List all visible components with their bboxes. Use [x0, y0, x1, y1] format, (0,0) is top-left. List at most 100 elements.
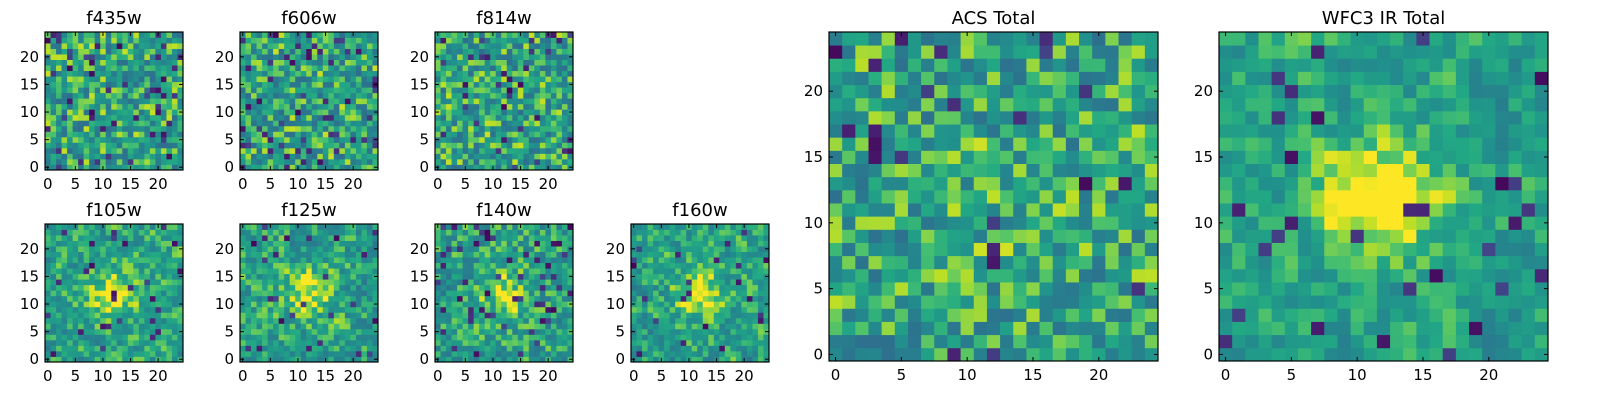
heatmap-cell [171, 32, 178, 38]
heatmap-cell [149, 317, 156, 324]
heatmap-cell [300, 262, 307, 269]
heatmap-cell [713, 328, 720, 335]
heatmap-cell [116, 334, 123, 341]
heatmap-cell [361, 356, 368, 363]
heatmap-cell [144, 54, 151, 60]
heatmap-cell [1065, 268, 1080, 283]
heatmap-cell [366, 334, 373, 341]
heatmap-cell [256, 103, 263, 110]
heatmap-cell [561, 81, 568, 88]
heatmap-cell [506, 125, 513, 132]
heatmap-cell [372, 334, 379, 341]
y-tick-label: 15 [20, 267, 39, 285]
heatmap-cell [295, 257, 302, 264]
heatmap-cell [473, 120, 480, 127]
heatmap-cell [355, 131, 362, 138]
heatmap-cell [484, 125, 491, 132]
heatmap-cell [289, 59, 296, 66]
heatmap-cell [160, 328, 167, 335]
heatmap-cell [284, 323, 291, 330]
heatmap-cell [289, 109, 296, 116]
heatmap-cell [273, 262, 280, 269]
heatmap-cell [328, 229, 335, 236]
heatmap-cell [484, 262, 491, 269]
heatmap-cell [495, 229, 502, 236]
heatmap-cell [355, 339, 362, 346]
heatmap-cell [366, 114, 373, 121]
heatmap-cell [1131, 203, 1146, 217]
heatmap-cell [855, 150, 869, 164]
heatmap-cell [973, 203, 988, 217]
heatmap-cell [56, 164, 62, 171]
heatmap-cell [653, 273, 659, 280]
heatmap-cell [675, 284, 682, 291]
heatmap-cell [691, 328, 698, 335]
heatmap-cell [675, 279, 682, 286]
heatmap-cell [83, 81, 90, 88]
heatmap-cell [973, 347, 988, 362]
heatmap-cell [556, 164, 563, 171]
heatmap-cell [166, 246, 173, 252]
heatmap-cell [735, 301, 742, 308]
heatmap-cell [300, 109, 307, 116]
heatmap-cell [300, 32, 307, 38]
heatmap-cell [322, 76, 329, 83]
heatmap-cell [842, 295, 856, 309]
heatmap-cell [457, 147, 463, 154]
heatmap-cell [842, 308, 856, 322]
heatmap-cell [479, 98, 486, 105]
heatmap-cell [300, 43, 307, 49]
heatmap-cell [1013, 229, 1027, 243]
heatmap-cell [1092, 321, 1106, 336]
heatmap-cell [61, 114, 68, 121]
heatmap-cell [462, 142, 469, 149]
heatmap-cell [462, 350, 469, 357]
heatmap-cell [311, 92, 318, 99]
heatmap-cell [523, 279, 530, 286]
heatmap-cell [155, 334, 162, 341]
heatmap-cell [719, 240, 726, 247]
x-tick-label: 5 [71, 175, 81, 193]
heatmap-cell [528, 317, 535, 324]
heatmap-cell [133, 345, 140, 352]
heatmap-cell [300, 301, 307, 308]
heatmap-cell [83, 334, 90, 341]
heatmap-cell [534, 114, 541, 121]
heatmap-cell [669, 301, 676, 308]
heatmap-cell [67, 229, 73, 236]
heatmap-cell [680, 356, 687, 363]
heatmap-cell [534, 246, 541, 252]
heatmap-cell [435, 295, 441, 302]
heatmap-cell [339, 262, 346, 269]
heatmap-cell [435, 48, 441, 55]
heatmap-cell [273, 224, 280, 230]
heatmap-cell [675, 301, 682, 308]
heatmap-cell [545, 339, 552, 346]
heatmap-cell [289, 48, 296, 55]
heatmap-cell [724, 284, 731, 291]
heatmap-cell [642, 262, 648, 269]
heatmap-cell [284, 268, 291, 275]
heatmap-cell [245, 284, 252, 291]
heatmap-cell [724, 268, 731, 275]
heatmap-cell [512, 43, 519, 49]
heatmap-cell [647, 295, 654, 302]
heatmap-cell [763, 334, 770, 341]
heatmap-cell [462, 87, 469, 94]
heatmap-cell [545, 131, 552, 138]
heatmap-cell [333, 65, 340, 72]
heatmap-cell [479, 312, 486, 319]
heatmap-cell [361, 317, 368, 324]
heatmap-cell [171, 356, 178, 363]
heatmap-cell [144, 290, 151, 297]
heatmap-cell [719, 306, 726, 313]
heatmap-cell [855, 176, 869, 191]
heatmap-cell [757, 350, 764, 357]
heatmap-cell [278, 54, 285, 60]
heatmap-cell [45, 43, 51, 49]
heatmap-cell [56, 339, 62, 346]
heatmap-cell [149, 356, 156, 363]
heatmap-cell [517, 251, 524, 258]
x-tick-label: 0 [629, 367, 639, 385]
heatmap-cell [730, 262, 737, 269]
